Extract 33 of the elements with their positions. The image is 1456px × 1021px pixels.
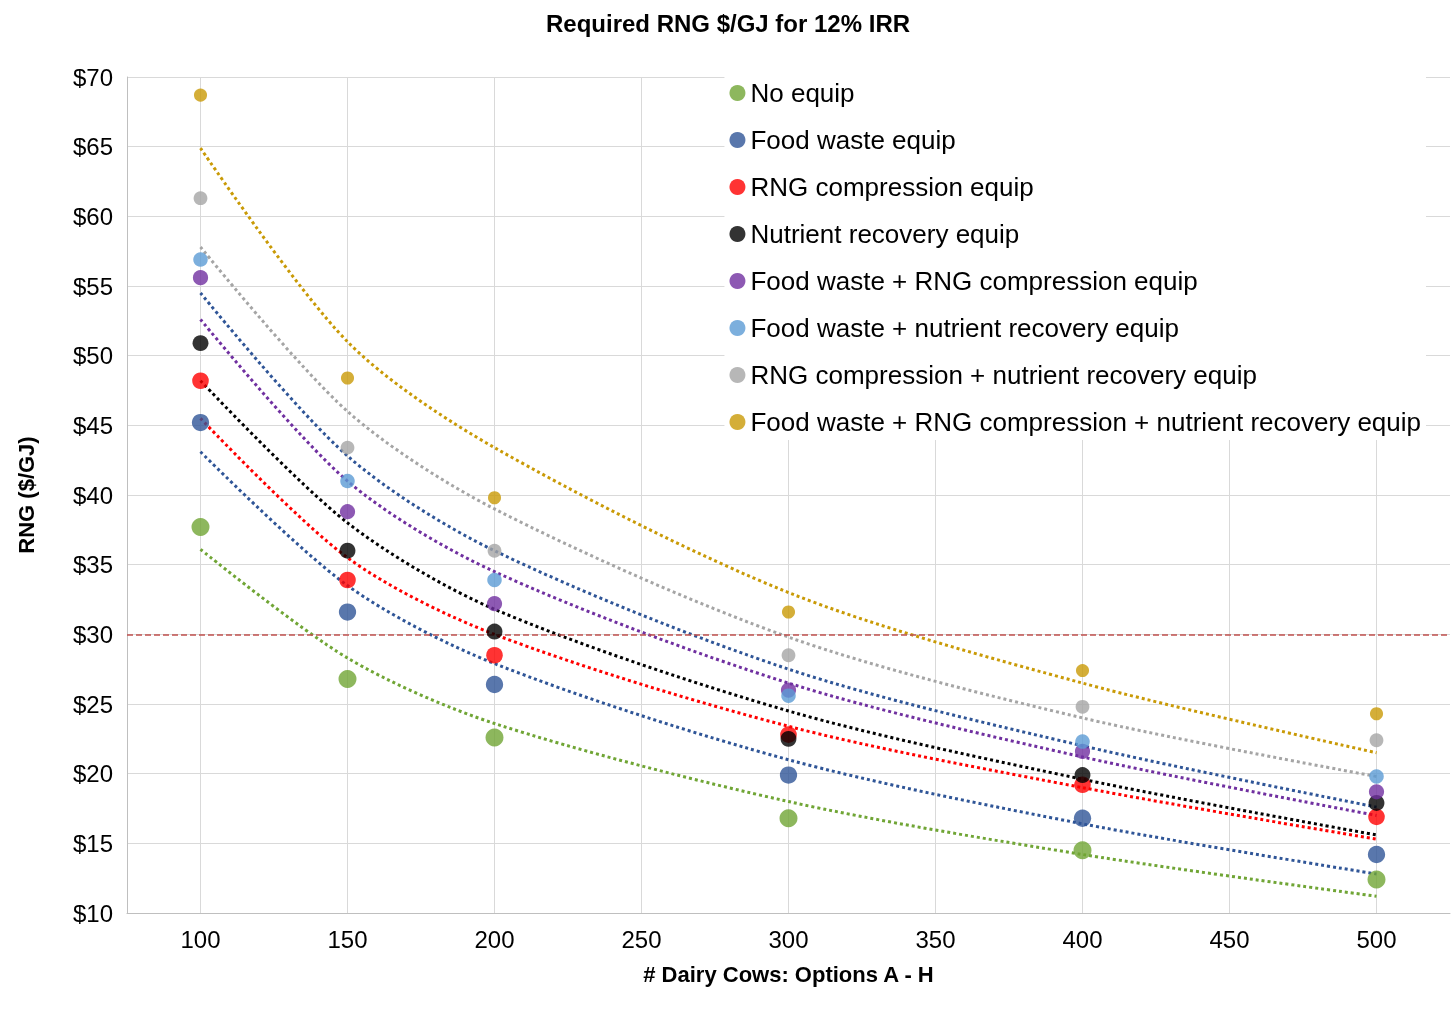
x-axis-title: # Dairy Cows: Options A - H [643, 961, 934, 987]
y-tick-label: $20 [72, 760, 113, 788]
x-tick-label: 500 [1356, 925, 1397, 953]
legend-label: Food waste + nutrient recovery equip [750, 313, 1179, 343]
legend-label: RNG compression + nutrient recovery equip [750, 360, 1257, 390]
x-tick-label: 400 [1062, 925, 1103, 953]
legend-label: Food waste + RNG compression + nutrient recovery equip [750, 407, 1422, 437]
y-tick-label: $55 [72, 272, 113, 300]
x-tick-label: 300 [768, 925, 809, 953]
y-tick-label: $60 [72, 202, 113, 230]
y-tick-label: $40 [72, 481, 113, 509]
y-tick-label: $10 [72, 899, 113, 927]
legend-label: Food waste equip [750, 125, 956, 155]
legend-label: Food waste + RNG compression equip [750, 266, 1198, 296]
x-tick-label: 100 [180, 925, 221, 953]
x-tick-label: 450 [1209, 925, 1250, 953]
chart-title: Required RNG $/GJ for 12% IRR [545, 9, 911, 37]
y-tick-label: $70 [72, 63, 113, 91]
legend-label: No equip [750, 78, 855, 108]
y-tick-label: $15 [72, 829, 113, 857]
y-tick-label: $65 [72, 133, 113, 161]
y-tick-label: $50 [72, 342, 113, 370]
x-tick-label: 200 [474, 925, 515, 953]
x-tick-label: 150 [327, 925, 368, 953]
legend-label: RNG compression equip [750, 172, 1034, 202]
y-tick-label: $30 [72, 620, 113, 648]
y-tick-label: $35 [72, 551, 113, 579]
x-tick-label: 250 [621, 925, 662, 953]
y-tick-label: $45 [72, 411, 113, 439]
y-axis-title: RNG ($/GJ) [13, 436, 39, 554]
legend-label: Nutrient recovery equip [750, 219, 1020, 249]
y-tick-label: $25 [72, 690, 113, 718]
x-tick-label: 350 [915, 925, 956, 953]
